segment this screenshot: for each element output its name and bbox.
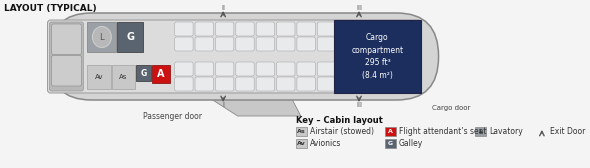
FancyBboxPatch shape [112,65,135,89]
FancyBboxPatch shape [256,22,274,36]
FancyBboxPatch shape [317,22,336,36]
FancyBboxPatch shape [195,22,214,36]
FancyBboxPatch shape [277,37,295,51]
FancyBboxPatch shape [277,62,295,76]
Text: Lavatory: Lavatory [489,127,523,136]
FancyBboxPatch shape [175,22,193,36]
Text: Av: Av [95,74,103,80]
FancyBboxPatch shape [236,22,254,36]
Text: A: A [388,129,393,134]
FancyBboxPatch shape [334,20,421,93]
Text: III: III [356,102,362,108]
FancyBboxPatch shape [297,22,315,36]
Polygon shape [194,14,301,25]
FancyBboxPatch shape [195,77,214,91]
FancyBboxPatch shape [215,62,234,76]
FancyBboxPatch shape [317,77,336,91]
FancyBboxPatch shape [277,22,295,36]
FancyBboxPatch shape [317,37,336,51]
FancyBboxPatch shape [256,62,274,76]
Text: Passenger door: Passenger door [143,112,202,121]
FancyBboxPatch shape [215,77,234,91]
FancyBboxPatch shape [385,139,396,148]
FancyBboxPatch shape [256,37,274,51]
FancyBboxPatch shape [297,77,315,91]
Text: As: As [297,129,306,134]
FancyBboxPatch shape [51,55,81,86]
Text: As: As [119,74,127,80]
Text: I: I [222,102,224,108]
FancyBboxPatch shape [50,22,83,91]
FancyBboxPatch shape [195,37,214,51]
Text: II: II [221,5,225,11]
FancyBboxPatch shape [236,37,254,51]
FancyBboxPatch shape [136,65,152,81]
FancyBboxPatch shape [385,127,396,136]
FancyBboxPatch shape [195,62,214,76]
FancyBboxPatch shape [296,127,307,136]
Text: Galley: Galley [399,139,423,148]
FancyBboxPatch shape [236,62,254,76]
Text: III: III [356,5,362,11]
FancyBboxPatch shape [297,62,315,76]
FancyBboxPatch shape [117,22,143,52]
Text: Airstair (stowed): Airstair (stowed) [310,127,373,136]
FancyBboxPatch shape [87,65,110,89]
Text: Cargo door: Cargo door [432,105,471,111]
FancyBboxPatch shape [51,24,81,54]
FancyBboxPatch shape [87,22,116,52]
FancyBboxPatch shape [317,62,336,76]
FancyBboxPatch shape [175,37,193,51]
Text: LAYOUT (TYPICAL): LAYOUT (TYPICAL) [4,4,97,13]
Text: Flight attendant’s seat: Flight attendant’s seat [399,127,486,136]
FancyBboxPatch shape [48,20,421,93]
FancyBboxPatch shape [297,37,315,51]
Text: Cargo
compartment
295 ft³
(8.4 m²): Cargo compartment 295 ft³ (8.4 m²) [352,33,404,80]
FancyBboxPatch shape [337,22,356,36]
FancyBboxPatch shape [476,127,486,136]
Text: Avionics: Avionics [310,139,341,148]
Text: G: G [388,141,393,146]
FancyBboxPatch shape [337,62,356,76]
FancyBboxPatch shape [277,77,295,91]
FancyBboxPatch shape [50,13,438,100]
Ellipse shape [93,27,112,48]
Text: Key – Cabin layout: Key – Cabin layout [296,116,383,125]
FancyBboxPatch shape [236,77,254,91]
Text: A: A [158,69,165,79]
FancyBboxPatch shape [296,139,307,148]
FancyBboxPatch shape [337,77,356,91]
Text: Av: Av [297,141,306,146]
Text: G: G [140,69,147,77]
Text: Exit Door: Exit Door [550,127,585,136]
Text: G: G [126,32,134,42]
FancyBboxPatch shape [175,62,193,76]
Polygon shape [194,88,301,116]
FancyBboxPatch shape [215,22,234,36]
FancyBboxPatch shape [337,37,356,51]
FancyBboxPatch shape [215,37,234,51]
FancyBboxPatch shape [175,77,193,91]
FancyBboxPatch shape [152,65,170,83]
FancyBboxPatch shape [256,77,274,91]
Text: L: L [478,129,483,134]
Text: L: L [100,32,104,41]
